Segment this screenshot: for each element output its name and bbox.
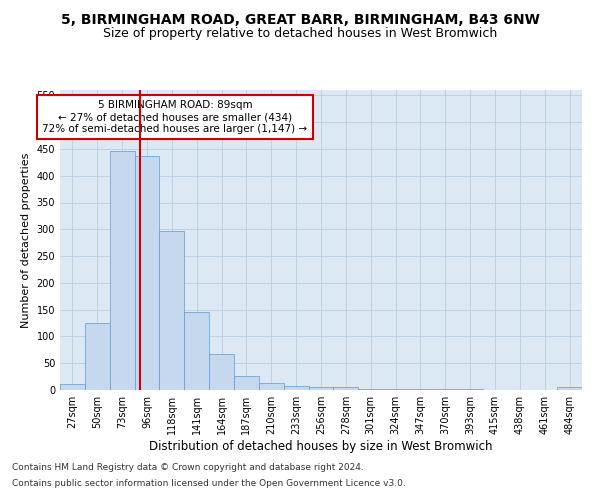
Bar: [209, 354, 234, 390]
Bar: [334, 388, 358, 390]
Bar: [85, 323, 110, 390]
Text: 5, BIRMINGHAM ROAD, GREAT BARR, BIRMINGHAM, B43 6NW: 5, BIRMINGHAM ROAD, GREAT BARR, BIRMINGH…: [61, 12, 539, 26]
Text: Contains HM Land Registry data © Crown copyright and database right 2024.: Contains HM Land Registry data © Crown c…: [12, 464, 364, 472]
Bar: [184, 312, 209, 390]
Text: Contains public sector information licensed under the Open Government Licence v3: Contains public sector information licen…: [12, 478, 406, 488]
X-axis label: Distribution of detached houses by size in West Bromwich: Distribution of detached houses by size …: [149, 440, 493, 453]
Bar: [259, 383, 284, 390]
Bar: [358, 389, 383, 390]
Bar: [234, 376, 259, 390]
Bar: [160, 232, 184, 390]
Bar: [134, 156, 160, 390]
Bar: [60, 384, 85, 390]
Text: 5 BIRMINGHAM ROAD: 89sqm
← 27% of detached houses are smaller (434)
72% of semi-: 5 BIRMINGHAM ROAD: 89sqm ← 27% of detach…: [42, 100, 307, 134]
Bar: [557, 387, 582, 390]
Bar: [110, 150, 134, 390]
Bar: [284, 386, 308, 390]
Y-axis label: Number of detached properties: Number of detached properties: [21, 152, 31, 328]
Text: Size of property relative to detached houses in West Bromwich: Size of property relative to detached ho…: [103, 28, 497, 40]
Bar: [308, 387, 334, 390]
